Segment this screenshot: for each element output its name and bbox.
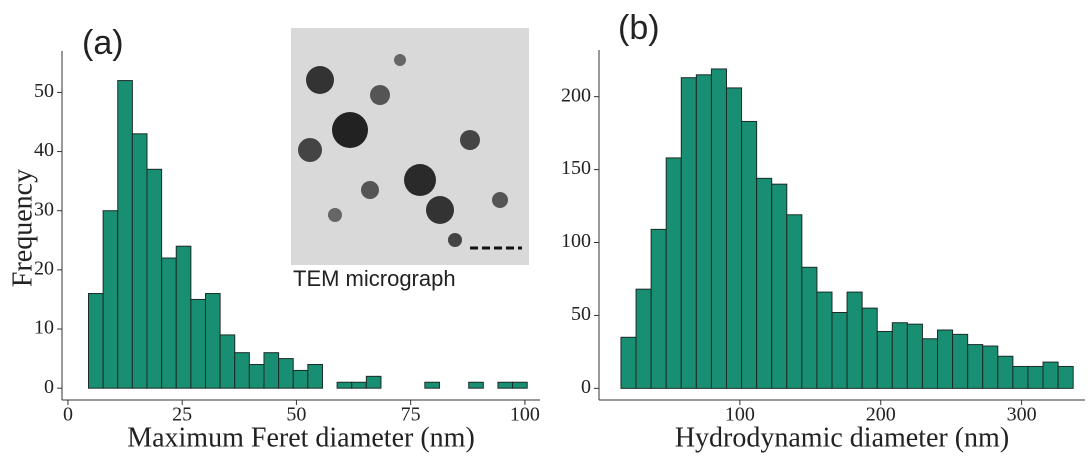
x-tick-label: 100 xyxy=(510,404,540,426)
bar xyxy=(983,346,998,388)
y-tick-label: 40 xyxy=(34,139,54,161)
bar xyxy=(191,299,206,388)
bar xyxy=(711,69,726,388)
figure: 010203040500255075100Maximum Feret diame… xyxy=(0,0,1092,461)
y-tick-label: 10 xyxy=(34,317,54,339)
bar xyxy=(757,178,772,388)
bar xyxy=(938,330,953,388)
bar xyxy=(103,211,118,388)
bar xyxy=(425,382,440,388)
bar xyxy=(998,356,1013,388)
bar xyxy=(162,258,177,388)
y-tick-label: 150 xyxy=(561,157,591,179)
panel-label: (a) xyxy=(82,24,124,62)
tem-inset xyxy=(291,28,529,265)
bar xyxy=(205,294,220,389)
bar xyxy=(1028,366,1043,388)
bar xyxy=(681,78,696,389)
bar xyxy=(1058,366,1073,388)
bar xyxy=(696,75,711,389)
bar xyxy=(953,334,968,388)
y-tick-label: 100 xyxy=(561,230,591,252)
bar xyxy=(802,267,817,388)
bar xyxy=(787,215,802,389)
bar xyxy=(726,88,741,388)
bar xyxy=(651,229,666,388)
bar xyxy=(636,289,651,388)
bar xyxy=(1013,366,1028,388)
bar xyxy=(772,184,787,388)
bar xyxy=(308,365,323,389)
bar xyxy=(337,382,352,388)
bar xyxy=(220,335,235,388)
bar xyxy=(1043,362,1058,388)
bar xyxy=(249,365,264,389)
x-tick-label: 0 xyxy=(63,404,73,426)
bar xyxy=(968,345,983,389)
bar xyxy=(892,323,907,389)
bar xyxy=(176,246,191,388)
bar xyxy=(922,339,937,389)
bar xyxy=(498,382,513,388)
bar xyxy=(877,331,892,388)
bar xyxy=(293,370,308,388)
bar xyxy=(147,169,162,388)
inset-label: TEM micrograph xyxy=(293,266,456,291)
bar xyxy=(279,359,294,389)
panel-label: (b) xyxy=(618,9,660,47)
bar xyxy=(264,353,279,388)
x-tick-label: 300 xyxy=(1007,404,1037,426)
bar xyxy=(235,353,250,388)
y-tick-label: 50 xyxy=(571,303,591,325)
y-tick-label: 200 xyxy=(561,84,591,106)
bar xyxy=(832,313,847,389)
bar xyxy=(118,81,133,389)
bar xyxy=(817,292,832,388)
bar xyxy=(666,158,681,388)
bar xyxy=(907,324,922,388)
bar xyxy=(742,121,757,388)
x-axis-label: Maximum Feret diameter (nm) xyxy=(127,422,475,453)
bar xyxy=(132,134,147,388)
y-tick-label: 0 xyxy=(581,376,591,398)
bar xyxy=(89,294,104,389)
bar xyxy=(513,382,528,388)
bar xyxy=(366,376,381,388)
bar xyxy=(621,337,636,388)
y-tick-label: 50 xyxy=(34,80,54,102)
y-tick-label: 0 xyxy=(44,376,54,398)
y-axis-label: Frequency xyxy=(7,169,38,287)
bar xyxy=(352,382,367,388)
bar xyxy=(847,292,862,388)
x-axis-label: Hydrodynamic diameter (nm) xyxy=(675,422,1009,453)
bar xyxy=(862,308,877,388)
bar xyxy=(469,382,484,388)
